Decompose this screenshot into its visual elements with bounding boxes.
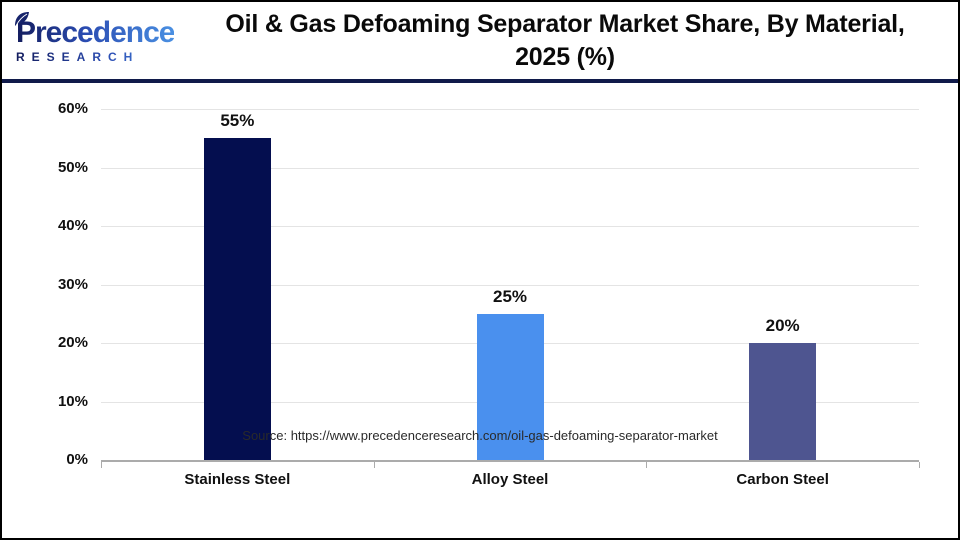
x-axis-tick bbox=[101, 462, 102, 468]
x-axis-category-label: Carbon Steel bbox=[736, 471, 829, 488]
y-axis-tick-label: 10% bbox=[57, 392, 88, 410]
x-axis-category-label: Alloy Steel bbox=[471, 471, 549, 488]
y-axis-tick-label: 60% bbox=[57, 100, 88, 117]
y-gridline bbox=[101, 109, 919, 110]
brand-tagline: RESEARCH bbox=[16, 50, 182, 64]
chart-title: Oil & Gas Defoaming Separator Market Sha… bbox=[182, 8, 958, 74]
leaf-icon bbox=[14, 11, 30, 32]
brand-name: Precedence bbox=[16, 15, 175, 49]
bar-value-label: 55% bbox=[220, 111, 255, 131]
y-axis-tick-label: 30% bbox=[57, 275, 88, 293]
bar-value-label: 20% bbox=[765, 316, 800, 335]
bar-stainless-steel bbox=[203, 138, 271, 460]
header: Precedence RESEARCH Oil & Gas Defoaming … bbox=[2, 2, 958, 83]
bar-chart: 0% 10% 20% 30% 40% 50% 60% 55% Stainless Steel 25… bbox=[2, 87, 958, 538]
bar-alloy-steel bbox=[476, 313, 544, 460]
chart-title-line2: 2025 (%) bbox=[515, 42, 615, 71]
y-axis-tick-label: 20% bbox=[57, 334, 88, 351]
y-axis-tick-label: 0% bbox=[66, 451, 88, 468]
y-gridline bbox=[101, 167, 919, 169]
bar-carbon-steel bbox=[749, 343, 817, 460]
x-axis-tick bbox=[919, 462, 920, 468]
source-citation: Source: https://www.precedenceresearch.c… bbox=[242, 428, 718, 443]
y-axis-tick-label: 50% bbox=[57, 158, 88, 176]
bar-value-label: 25% bbox=[492, 286, 528, 306]
y-gridline bbox=[101, 284, 919, 286]
x-axis-tick bbox=[646, 462, 648, 468]
chart-title-line1: Oil & Gas Defoaming Separator Market Sha… bbox=[225, 9, 905, 38]
x-axis-line bbox=[101, 460, 919, 462]
x-axis-tick bbox=[373, 462, 375, 468]
brand-logo: Precedence RESEARCH bbox=[2, 11, 182, 64]
x-axis-category-label: Stainless Steel bbox=[184, 471, 291, 488]
brand-logo-wordmark: Precedence bbox=[15, 11, 182, 49]
y-axis-tick-label: 40% bbox=[57, 217, 88, 234]
y-gridline bbox=[101, 226, 919, 227]
